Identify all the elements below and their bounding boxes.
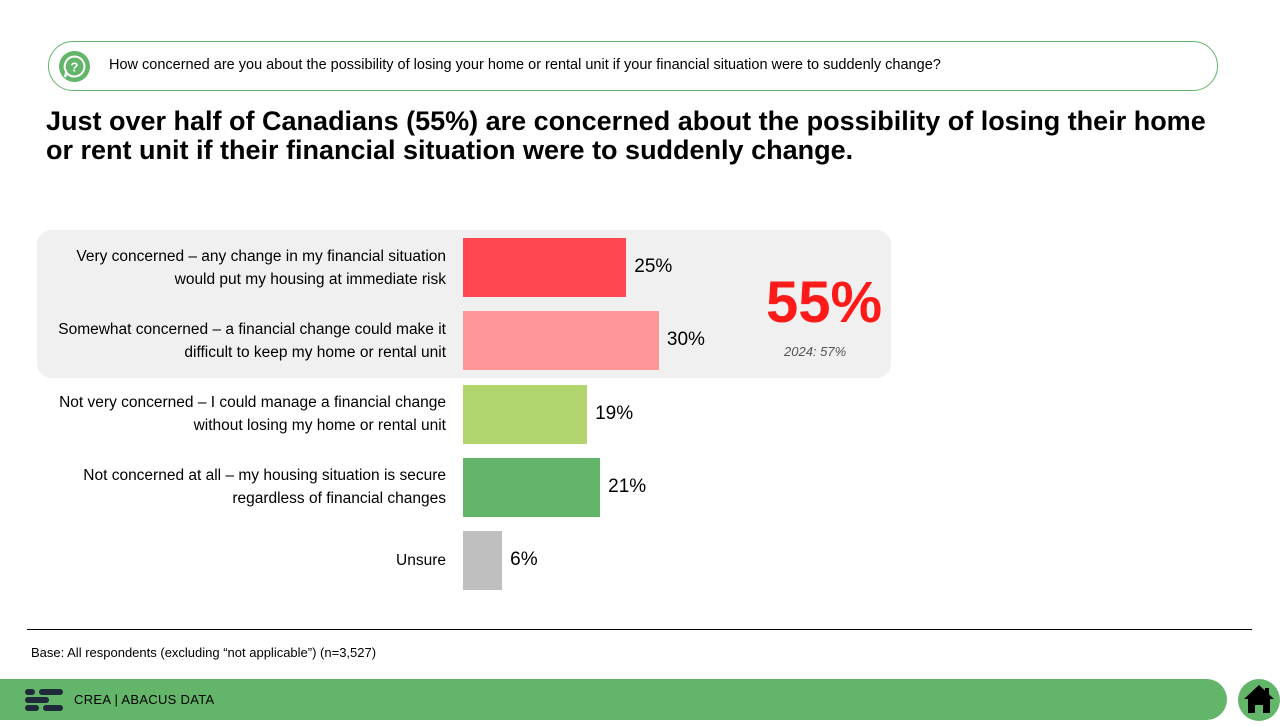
bar-value-label: 6% (510, 549, 538, 571)
bar (463, 238, 627, 297)
category-label: Somewhat concerned – a financial change … (58, 318, 446, 364)
bar-value-label: 19% (595, 402, 634, 424)
home-icon (1244, 685, 1274, 713)
category-label-line: would put my housing at immediate risk (174, 270, 446, 288)
bar (463, 457, 601, 517)
category-label: Not very concerned – I could manage a fi… (59, 391, 446, 437)
home-button[interactable] (1238, 679, 1280, 721)
category-label: Not concerned at all – my housing situat… (83, 464, 446, 510)
bar (463, 311, 659, 371)
category-label: Unsure (396, 549, 446, 572)
category-label-line: Somewhat concerned – a financial change … (58, 320, 446, 338)
footer-text: CREA | ABACUS DATA (74, 692, 215, 707)
category-label-line: Unsure (396, 552, 446, 570)
abacus-logo-icon (25, 689, 63, 711)
concerned-total: 55% (766, 270, 883, 335)
previous-year-value: 2024: 57% (784, 344, 847, 359)
bar-value-label: 30% (666, 329, 705, 351)
category-label-line: difficult to keep my home or rental unit (184, 343, 446, 361)
category-label-line: Not very concerned – I could manage a fi… (59, 394, 446, 412)
bar-value-label: 25% (634, 256, 673, 277)
divider (27, 629, 1252, 630)
category-label-line: Not concerned at all – my housing situat… (83, 467, 446, 485)
bar-value-label: 21% (608, 475, 647, 497)
footer-bar: CREA | ABACUS DATA (0, 679, 1227, 720)
question-box: ? How concerned are you about the possib… (48, 41, 1218, 91)
page-title: Just over half of Canadians (55%) are co… (46, 106, 1206, 165)
bar (463, 384, 588, 444)
question-text: How concerned are you about the possibil… (109, 57, 941, 73)
base-note: Base: All respondents (excluding “not ap… (31, 645, 377, 660)
category-label-line: without losing my home or rental unit (193, 417, 446, 435)
bar (463, 531, 503, 591)
question-bubble-icon: ? (59, 51, 90, 82)
category-label-line: Very concerned – any change in my financ… (76, 247, 446, 265)
category-label: Very concerned – any change in my financ… (76, 245, 446, 291)
svg-text:?: ? (71, 60, 79, 75)
category-label-line: regardless of financial changes (232, 490, 446, 508)
